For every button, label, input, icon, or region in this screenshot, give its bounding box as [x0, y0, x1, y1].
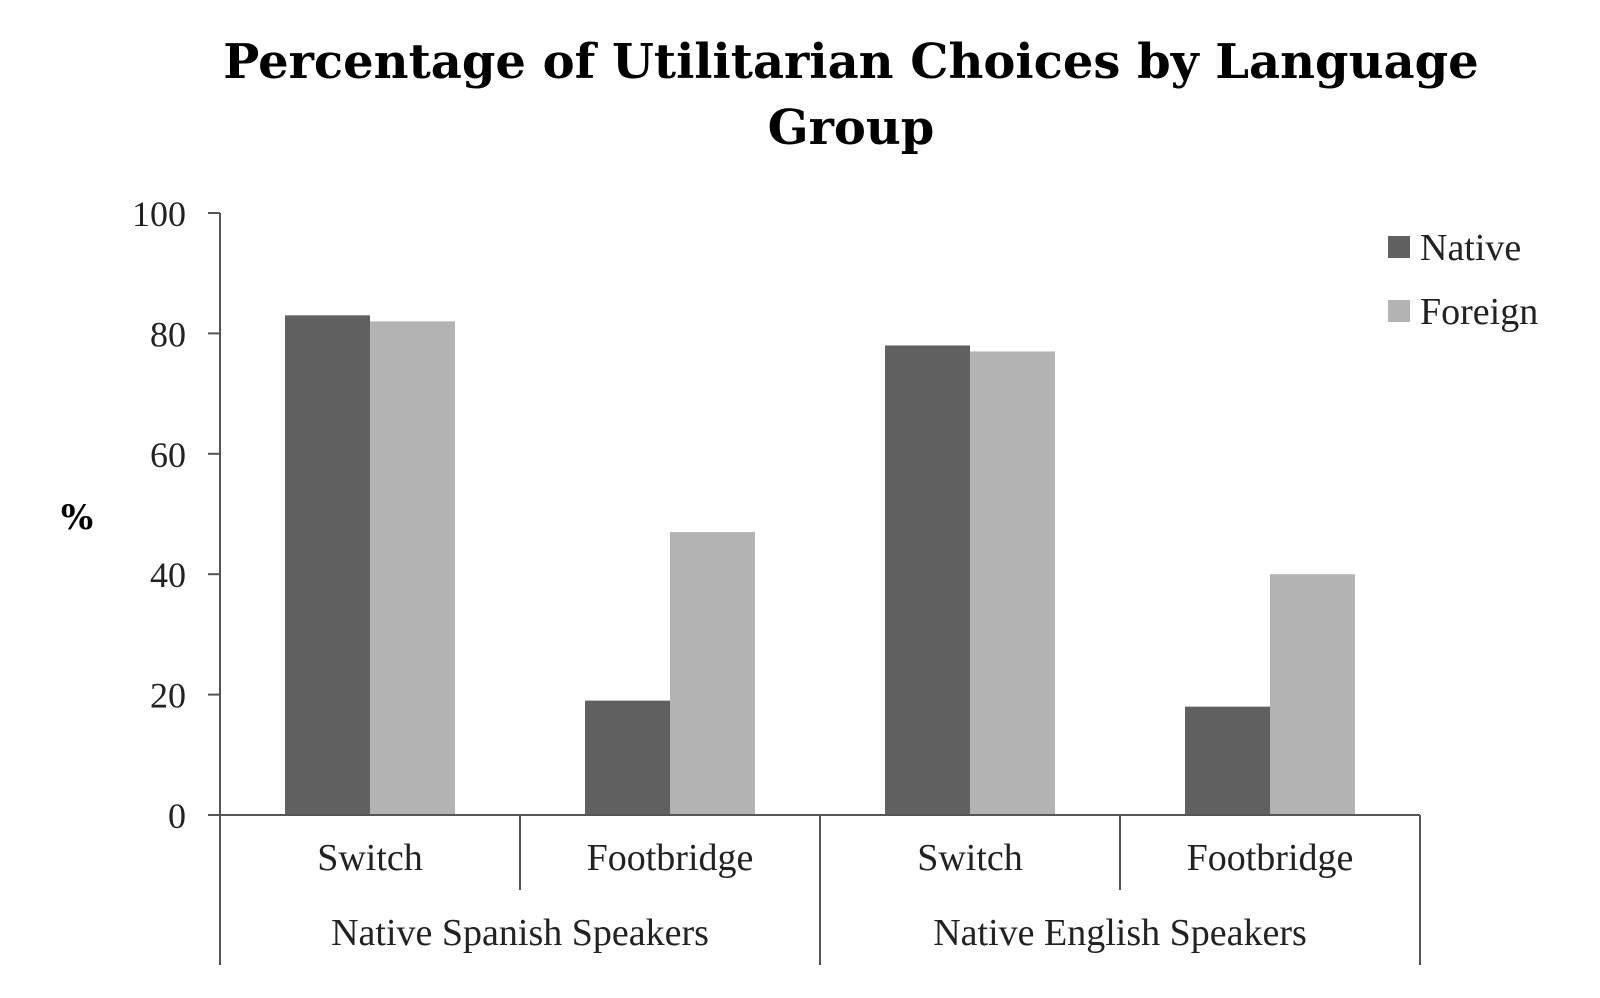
bar-native-3 [1185, 706, 1270, 815]
bar-foreign-0 [370, 321, 455, 815]
y-tick-label: 0 [168, 796, 186, 836]
x-category-label: Switch [317, 837, 423, 879]
bars-group [285, 315, 1355, 815]
y-tick-label: 100 [132, 194, 186, 234]
y-axis: 0 20 40 60 80 100 [132, 194, 221, 965]
bar-foreign-2 [970, 351, 1055, 815]
y-tick-label: 80 [150, 314, 186, 354]
bar-native-0 [285, 315, 370, 815]
y-axis-label: % [61, 498, 93, 538]
bar-foreign-3 [1270, 574, 1355, 815]
chart-title-line-2: Group [768, 100, 935, 156]
bar-foreign-1 [670, 532, 755, 815]
legend-swatch-foreign [1388, 300, 1410, 322]
bar-native-2 [885, 345, 970, 815]
bar-native-1 [585, 700, 670, 815]
chart-title-line-1: Percentage of Utilitarian Choices by Lan… [223, 34, 1478, 90]
y-tick-label: 20 [150, 676, 186, 716]
legend: Native Foreign [1388, 227, 1538, 333]
x-group-label: Native Spanish Speakers [331, 912, 709, 954]
y-tick-label: 60 [150, 435, 186, 475]
x-axis: Switch Footbridge Switch Footbridge Native S… [220, 814, 1421, 965]
x-category-label: Footbridge [587, 837, 754, 879]
y-tick-label: 40 [150, 555, 186, 595]
x-group-label: Native English Speakers [933, 912, 1307, 954]
legend-label-native: Native [1420, 227, 1521, 269]
legend-label-foreign: Foreign [1420, 291, 1538, 333]
x-category-label: Switch [917, 837, 1023, 879]
legend-swatch-native [1388, 236, 1410, 258]
x-category-label: Footbridge [1187, 837, 1354, 879]
